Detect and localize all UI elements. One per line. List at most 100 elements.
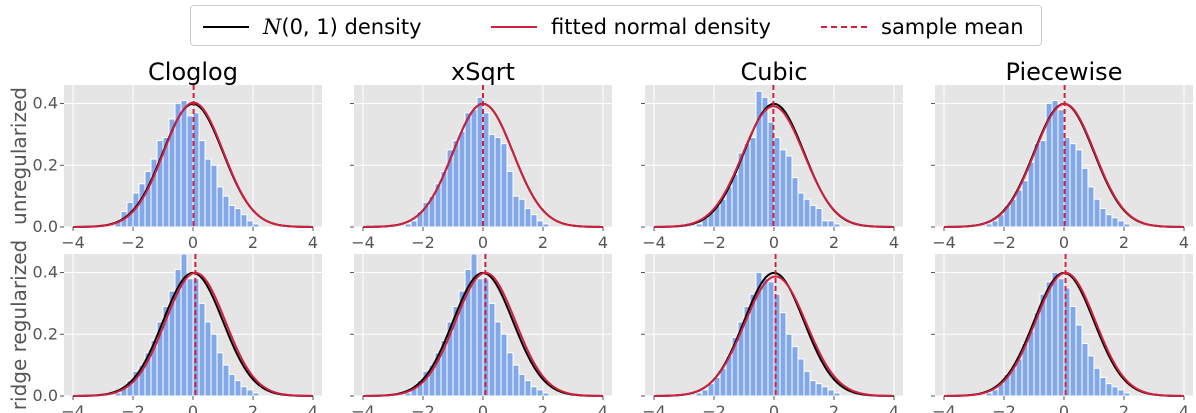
- histogram-bar: [773, 136, 781, 228]
- row-label: ridge regularized: [7, 240, 31, 410]
- histogram-bar: [524, 380, 532, 397]
- histogram-bar: [1057, 109, 1065, 228]
- x-tick-label: 0: [1059, 233, 1069, 252]
- histogram-bar: [755, 90, 763, 228]
- histogram-bar: [410, 220, 418, 228]
- x-tick-label: −4: [932, 402, 956, 413]
- histogram-bar: [809, 380, 817, 397]
- histogram-bar: [536, 220, 544, 228]
- y-tick-label: 0.4: [33, 94, 58, 113]
- histogram-bar: [1069, 305, 1077, 397]
- histogram-bar: [524, 207, 532, 228]
- x-tick-label: −2: [121, 233, 145, 252]
- x-tick-label: 2: [829, 402, 839, 413]
- x-tick-label: 0: [188, 402, 198, 413]
- panel-piecewise-unregularized: −4 −2 0 2 4: [931, 85, 1193, 252]
- column-title: Cubic: [740, 58, 807, 86]
- panel-xsqrt-ridge-regularized: −4 −2 0 2 4: [350, 253, 612, 413]
- y-tick-label: 0.0: [33, 386, 58, 405]
- histogram-bar: [761, 96, 769, 228]
- histogram-bar: [803, 370, 811, 397]
- histogram-bar: [803, 198, 811, 228]
- panel-xsqrt-unregularized: −4 −2 0 2 4: [350, 85, 612, 252]
- panel-cubic-ridge-regularized: −4 −2 0 2 4: [641, 254, 903, 413]
- x-tick-label: 2: [829, 233, 839, 252]
- x-tick-label: 4: [308, 233, 318, 252]
- histogram-bar: [234, 380, 242, 397]
- histogram-bar: [246, 220, 254, 228]
- x-tick-label: −4: [642, 402, 666, 413]
- x-tick-label: 0: [478, 233, 488, 252]
- fitted-normal-density-curve: [362, 271, 604, 397]
- column-title: Cloglog: [148, 58, 238, 86]
- histogram-bar: [500, 333, 508, 397]
- x-tick-label: −2: [992, 402, 1016, 413]
- legend-label-sample-mean: sample mean: [881, 14, 1024, 39]
- histogram-bar: [1027, 330, 1035, 397]
- x-tick-label: 4: [1179, 402, 1189, 413]
- histogram-bar: [1117, 389, 1125, 397]
- x-tick-label: −2: [702, 233, 726, 252]
- histogram-bar: [1111, 217, 1119, 228]
- y-tick-label: 0.4: [33, 263, 58, 282]
- histogram-bar: [1105, 383, 1113, 397]
- histogram-bar: [144, 170, 152, 228]
- histogram-bar: [246, 389, 254, 397]
- histogram-bar: [1081, 343, 1089, 397]
- x-tick-label: 2: [538, 402, 548, 413]
- histogram-bar: [1093, 198, 1101, 228]
- histogram-bar: [985, 223, 993, 228]
- histogram-bar: [494, 321, 502, 397]
- histogram-bar: [701, 389, 709, 397]
- x-tick-label: 4: [889, 402, 899, 413]
- x-tick-label: −4: [932, 233, 956, 252]
- histogram-bar: [204, 158, 212, 228]
- x-tick-label: 2: [1119, 402, 1129, 413]
- fitted-normal-density-curve: [943, 271, 1185, 397]
- histogram-bar: [695, 392, 703, 397]
- x-tick-label: −4: [351, 233, 375, 252]
- x-tick-label: −2: [411, 233, 435, 252]
- histogram-bar: [518, 198, 526, 228]
- legend-swatch-solid-black: [203, 25, 249, 28]
- histogram-bar: [240, 214, 248, 228]
- histogram-bar: [1075, 149, 1083, 228]
- histogram-bar: [506, 352, 514, 397]
- histogram-bar: [1021, 180, 1029, 228]
- histogram-bar: [500, 143, 508, 228]
- histogram-bar: [1099, 376, 1107, 397]
- histogram-bar: [488, 302, 496, 397]
- histogram-bar: [1075, 324, 1083, 397]
- histogram-bar: [1117, 220, 1125, 228]
- histogram-bar: [821, 386, 829, 397]
- histogram-bar: [210, 333, 218, 397]
- histogram-bar: [488, 133, 496, 228]
- histogram-bar: [512, 195, 520, 228]
- histogram-bar: [797, 358, 805, 397]
- histogram-bar: [252, 223, 260, 228]
- histogram-bar: [743, 143, 751, 228]
- x-tick-label: −2: [121, 402, 145, 413]
- x-tick-label: 0: [769, 402, 779, 413]
- histogram-bar: [779, 312, 787, 397]
- histogram-bar: [719, 198, 727, 228]
- histogram-bar: [198, 140, 206, 228]
- fitted-normal-density-curve: [653, 105, 895, 228]
- x-tick-label: −4: [61, 402, 85, 413]
- x-tick-label: −2: [411, 402, 435, 413]
- panel-cubic-unregularized: −4 −2 0 2 4: [641, 85, 903, 252]
- x-tick-label: −4: [61, 233, 85, 252]
- histogram-bar: [186, 278, 194, 397]
- histogram-bar: [530, 214, 538, 228]
- histogram-bar: [1087, 355, 1095, 397]
- histogram-bar: [779, 149, 787, 228]
- histogram-bar: [222, 364, 230, 397]
- histogram-bar: [1081, 167, 1089, 228]
- histogram-bar: [833, 223, 841, 228]
- histogram-bar: [821, 220, 829, 228]
- histogram-bar: [991, 389, 999, 397]
- x-tick-label: 2: [248, 233, 258, 252]
- histogram-bar: [985, 392, 993, 397]
- histogram-bar: [180, 99, 188, 228]
